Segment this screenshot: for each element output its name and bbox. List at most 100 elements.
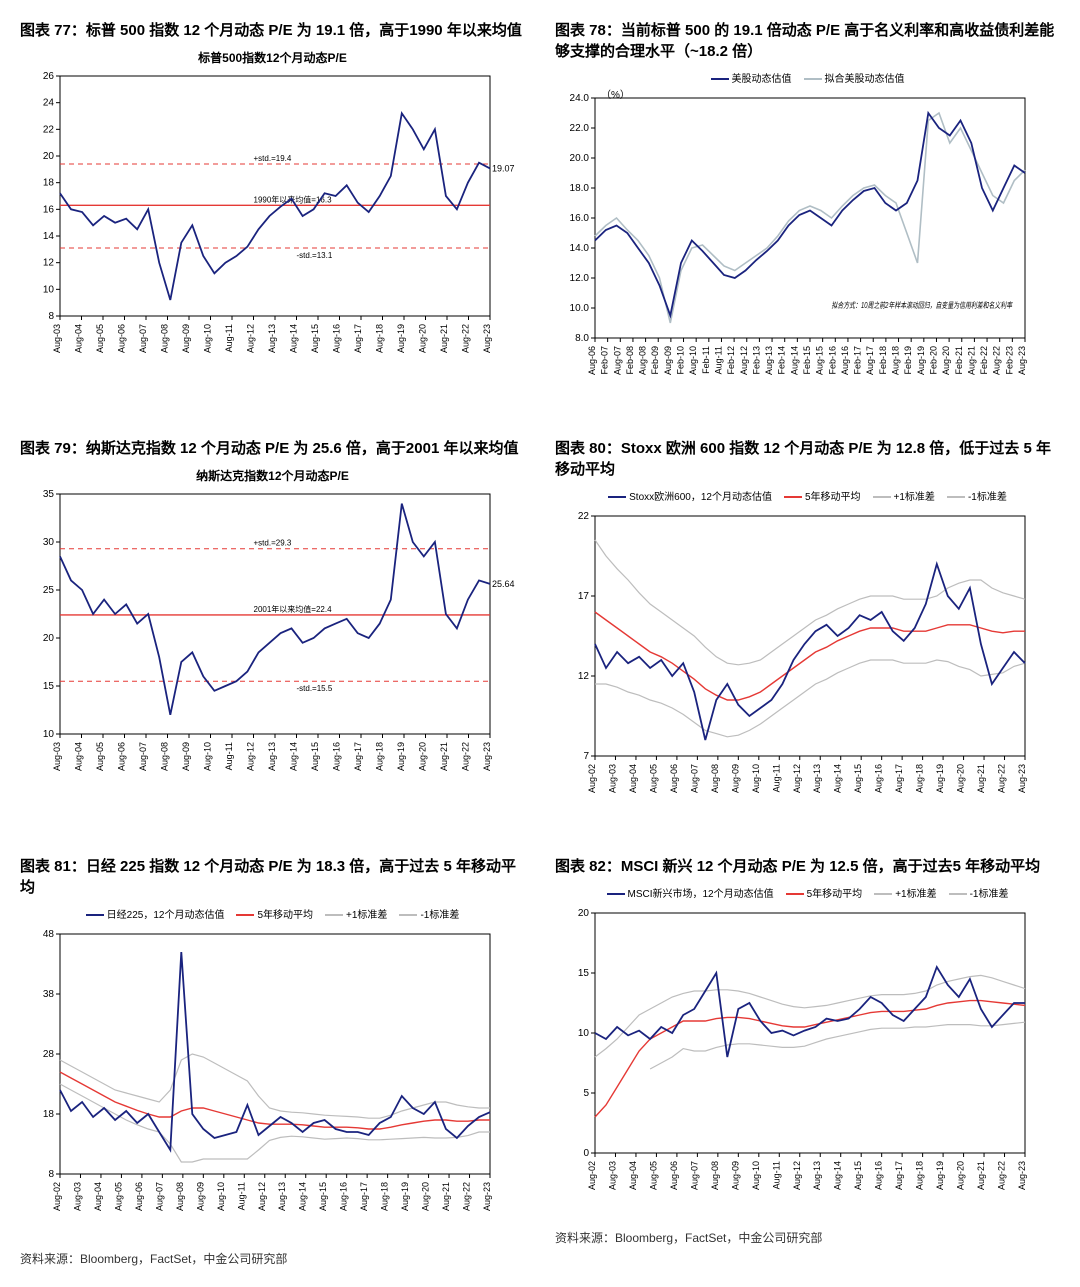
svg-text:14.0: 14.0 xyxy=(570,243,590,254)
svg-text:15: 15 xyxy=(578,968,590,979)
svg-text:Aug-15: Aug-15 xyxy=(318,1182,328,1211)
svg-text:Aug-12: Aug-12 xyxy=(246,324,256,353)
chart-grid: 图表 77：标普 500 指数 12 个月动态 P/E 为 19.1 倍，高于1… xyxy=(20,20,1060,1267)
svg-text:12: 12 xyxy=(578,671,590,682)
svg-text:Aug-11: Aug-11 xyxy=(771,1161,781,1189)
svg-text:10: 10 xyxy=(578,1028,590,1039)
svg-text:Aug-18: Aug-18 xyxy=(891,346,901,375)
svg-text:Aug-13: Aug-13 xyxy=(267,324,277,353)
svg-text:Aug-14: Aug-14 xyxy=(289,324,299,353)
svg-text:Aug-08: Aug-08 xyxy=(710,764,720,793)
svg-text:Aug-23: Aug-23 xyxy=(1017,764,1027,793)
svg-text:24.0: 24.0 xyxy=(570,93,590,104)
svg-text:Aug-16: Aug-16 xyxy=(874,764,884,793)
svg-text:Aug-11: Aug-11 xyxy=(236,1182,246,1210)
svg-text:Aug-05: Aug-05 xyxy=(648,1161,658,1190)
svg-text:Aug-09: Aug-09 xyxy=(663,346,673,375)
chart79-svg-wrap: 101520253035Aug-03Aug-04Aug-05Aug-06Aug-… xyxy=(20,484,520,804)
svg-text:Feb-17: Feb-17 xyxy=(853,346,863,375)
svg-text:Aug-18: Aug-18 xyxy=(915,1161,925,1190)
svg-text:Aug-10: Aug-10 xyxy=(203,742,213,771)
svg-text:22.0: 22.0 xyxy=(570,123,590,134)
chart78-svg-wrap: 8.010.012.014.016.018.020.022.024.0（%）Au… xyxy=(555,88,1055,408)
svg-text:Aug-23: Aug-23 xyxy=(482,742,492,771)
svg-text:35: 35 xyxy=(43,489,55,500)
svg-text:Aug-08: Aug-08 xyxy=(160,324,170,353)
svg-text:Aug-07: Aug-07 xyxy=(612,346,622,375)
svg-text:Aug-11: Aug-11 xyxy=(771,764,781,792)
svg-text:18: 18 xyxy=(43,1109,55,1120)
svg-text:Aug-07: Aug-07 xyxy=(154,1182,164,1211)
svg-text:Aug-21: Aug-21 xyxy=(441,1182,451,1211)
svg-text:Aug-23: Aug-23 xyxy=(1017,346,1027,375)
svg-text:-std.=15.5: -std.=15.5 xyxy=(297,684,333,693)
svg-text:Feb-12: Feb-12 xyxy=(726,346,736,375)
svg-text:16: 16 xyxy=(43,204,55,215)
svg-text:12: 12 xyxy=(43,258,55,269)
svg-text:Aug-18: Aug-18 xyxy=(380,1182,390,1211)
svg-text:Aug-16: Aug-16 xyxy=(332,742,342,771)
svg-text:Aug-19: Aug-19 xyxy=(400,1182,410,1211)
svg-text:Aug-13: Aug-13 xyxy=(267,742,277,771)
svg-text:Aug-02: Aug-02 xyxy=(587,1161,597,1190)
svg-text:Aug-15: Aug-15 xyxy=(310,324,320,353)
svg-text:Aug-06: Aug-06 xyxy=(587,346,597,375)
svg-text:Aug-10: Aug-10 xyxy=(751,764,761,793)
svg-text:Aug-17: Aug-17 xyxy=(359,1182,369,1211)
svg-text:Aug-22: Aug-22 xyxy=(992,346,1002,375)
svg-text:Aug-22: Aug-22 xyxy=(997,1161,1007,1190)
svg-text:Aug-11: Aug-11 xyxy=(713,346,723,374)
svg-text:Aug-20: Aug-20 xyxy=(418,742,428,771)
svg-text:Aug-20: Aug-20 xyxy=(421,1182,431,1211)
chart82-legend: MSCI新兴市场，12个月动态估值5年移动平均+1标准差-1标准差 xyxy=(555,885,1060,900)
svg-text:Aug-12: Aug-12 xyxy=(792,764,802,793)
svg-text:Aug-09: Aug-09 xyxy=(730,1161,740,1190)
svg-text:Aug-20: Aug-20 xyxy=(956,764,966,793)
svg-text:12.0: 12.0 xyxy=(570,273,590,284)
svg-text:Aug-17: Aug-17 xyxy=(353,324,363,353)
panel-chart78: 图表 78：当前标普 500 的 19.1 倍动态 P/E 高于名义利率和高收益… xyxy=(555,20,1060,408)
svg-text:Aug-22: Aug-22 xyxy=(997,764,1007,793)
svg-text:Aug-19: Aug-19 xyxy=(396,324,406,353)
svg-text:Feb-07: Feb-07 xyxy=(600,346,610,375)
svg-text:Aug-06: Aug-06 xyxy=(117,742,127,771)
svg-text:Aug-23: Aug-23 xyxy=(482,324,492,353)
svg-text:Aug-14: Aug-14 xyxy=(289,742,299,771)
svg-text:Aug-23: Aug-23 xyxy=(482,1182,492,1211)
svg-text:Aug-03: Aug-03 xyxy=(72,1182,82,1211)
svg-text:Aug-05: Aug-05 xyxy=(95,742,105,771)
svg-text:Aug-12: Aug-12 xyxy=(257,1182,267,1211)
svg-text:Aug-17: Aug-17 xyxy=(894,1161,904,1190)
svg-text:14: 14 xyxy=(43,231,55,242)
svg-text:Feb-22: Feb-22 xyxy=(979,346,989,375)
chart80-svg-wrap: 7121722Aug-02Aug-03Aug-04Aug-05Aug-06Aug… xyxy=(555,506,1055,826)
panel-chart79: 图表 79：纳斯达克指数 12 个月动态 P/E 为 25.6 倍，高于2001… xyxy=(20,438,525,826)
svg-text:10: 10 xyxy=(43,729,55,740)
svg-text:拟合方式：10周之前2年样本滚动回归，自变量为信用利差和名义: 拟合方式：10周之前2年样本滚动回归，自变量为信用利差和名义利率 xyxy=(832,301,1014,310)
svg-text:28: 28 xyxy=(43,1049,55,1060)
svg-text:10: 10 xyxy=(43,284,55,295)
svg-text:Aug-09: Aug-09 xyxy=(181,742,191,771)
svg-text:Aug-12: Aug-12 xyxy=(792,1161,802,1190)
chart78-title: 图表 78：当前标普 500 的 19.1 倍动态 P/E 高于名义利率和高收益… xyxy=(555,20,1060,62)
svg-text:20: 20 xyxy=(43,151,55,162)
svg-text:Aug-10: Aug-10 xyxy=(203,324,213,353)
chart81-svg: 818283848Aug-02Aug-03Aug-04Aug-05Aug-06A… xyxy=(20,924,520,1224)
chart78-legend: 美股动态估值拟合美股动态估值 xyxy=(555,70,1060,85)
svg-text:Aug-09: Aug-09 xyxy=(195,1182,205,1211)
svg-text:Aug-15: Aug-15 xyxy=(815,346,825,375)
panel-chart77: 图表 77：标普 500 指数 12 个月动态 P/E 为 19.1 倍，高于1… xyxy=(20,20,525,408)
svg-text:Feb-23: Feb-23 xyxy=(1004,346,1014,375)
svg-text:Aug-07: Aug-07 xyxy=(138,324,148,353)
svg-text:17: 17 xyxy=(578,591,590,602)
svg-text:Feb-10: Feb-10 xyxy=(676,346,686,375)
svg-text:Aug-21: Aug-21 xyxy=(976,764,986,793)
chart77-title: 图表 77：标普 500 指数 12 个月动态 P/E 为 19.1 倍，高于1… xyxy=(20,20,525,41)
panel-chart81: 图表 81：日经 225 指数 12 个月动态 P/E 为 18.3 倍，高于过… xyxy=(20,856,525,1267)
chart79-svg: 101520253035Aug-03Aug-04Aug-05Aug-06Aug-… xyxy=(20,484,520,784)
svg-text:Feb-20: Feb-20 xyxy=(928,346,938,375)
chart82-title: 图表 82：MSCI 新兴 12 个月动态 P/E 为 12.5 倍，高于过去5… xyxy=(555,856,1060,877)
svg-text:Aug-16: Aug-16 xyxy=(332,324,342,353)
svg-text:25: 25 xyxy=(43,585,55,596)
svg-text:Feb-21: Feb-21 xyxy=(954,346,964,375)
